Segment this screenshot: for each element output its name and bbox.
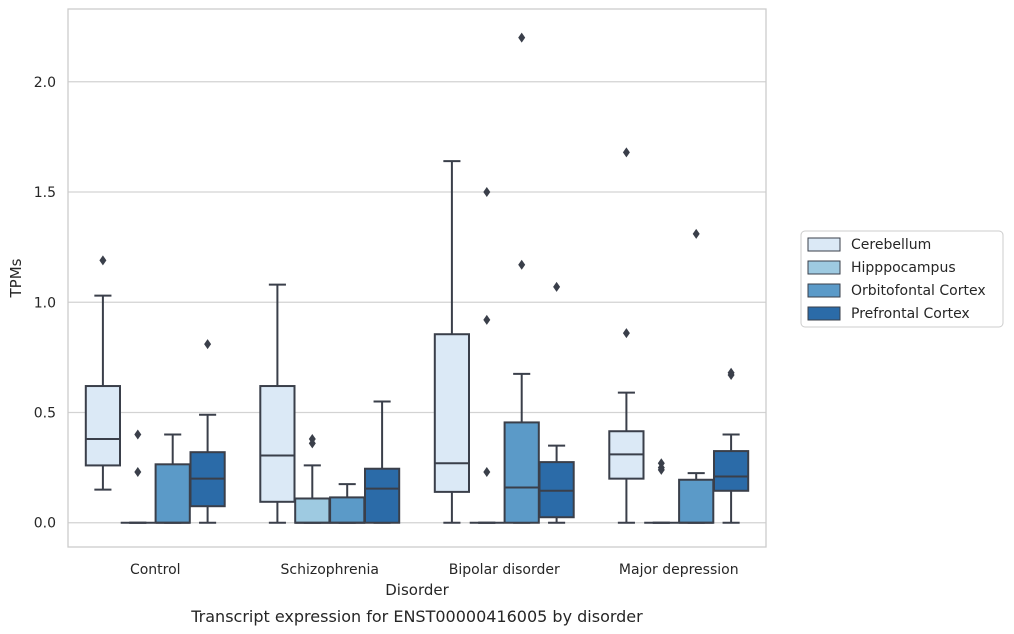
- x-tick-label: Schizophrenia: [281, 562, 379, 578]
- box: [469, 187, 504, 524]
- category-group: [84, 255, 226, 524]
- chart-caption: Transcript expression for ENST0000041600…: [190, 607, 643, 626]
- box: [363, 400, 401, 524]
- outlier-point: [553, 281, 561, 292]
- box: [503, 32, 540, 524]
- plot-frame: [67, 8, 767, 548]
- legend-swatch: [807, 260, 841, 275]
- outlier-point: [727, 367, 735, 378]
- box-body: [363, 467, 401, 524]
- legend-label: Orbitofontal Cortex: [851, 283, 986, 299]
- box-groups: [84, 32, 750, 524]
- box-body: [294, 497, 331, 524]
- x-tick-label: Control: [130, 562, 181, 578]
- category-group: [259, 283, 401, 524]
- x-axis-title: Disorder: [385, 581, 449, 599]
- box-body: [154, 463, 191, 524]
- y-tick-label: 2.0: [34, 75, 56, 91]
- box: [608, 147, 645, 524]
- outlier-point: [518, 259, 526, 270]
- legend-item: Orbitofontal Cortex: [807, 283, 986, 299]
- category-group: [433, 32, 575, 524]
- box: [538, 281, 575, 524]
- category-group: [608, 147, 750, 524]
- legend-label: Cerebellum: [851, 237, 931, 253]
- box: [329, 483, 366, 524]
- box: [644, 458, 679, 524]
- y-tick-labels: 0.0 0.5 1.0 1.5 2.0: [34, 75, 56, 532]
- outlier-point: [483, 187, 491, 198]
- x-tick-label: Major depression: [619, 562, 739, 578]
- box: [154, 433, 191, 524]
- legend-item: Prefrontal Cortex: [807, 306, 970, 322]
- box-body: [538, 461, 575, 519]
- legend-swatch: [807, 237, 841, 252]
- box: [678, 228, 715, 524]
- outlier-point: [134, 429, 142, 440]
- outlier-point: [657, 458, 665, 469]
- outlier-point: [692, 228, 700, 239]
- box-body: [329, 496, 366, 524]
- legend-swatch: [807, 283, 841, 298]
- box: [189, 339, 226, 524]
- outlier-point: [99, 255, 107, 266]
- box: [294, 433, 331, 524]
- box-body: [84, 385, 122, 467]
- box-body: [433, 333, 471, 493]
- outlier-point: [204, 339, 212, 350]
- outlier-point: [134, 467, 142, 478]
- legend-frame: [800, 230, 1004, 328]
- outlier-point: [518, 32, 526, 43]
- legend-swatch: [807, 306, 841, 321]
- box-body: [503, 421, 540, 524]
- y-tick-label: 1.5: [34, 185, 56, 201]
- outlier-point: [483, 314, 491, 325]
- legend-item: Cerebellum: [807, 237, 931, 253]
- box: [259, 283, 296, 524]
- box-body: [712, 450, 750, 492]
- outlier-point: [622, 328, 630, 339]
- box: [712, 367, 750, 524]
- box: [433, 160, 471, 524]
- y-axis-title: TPMs: [7, 258, 25, 298]
- outlier-point: [308, 433, 316, 444]
- outlier-point: [622, 147, 630, 158]
- x-tick-labels: Control Schizophrenia Bipolar disorder Majo…: [130, 562, 739, 578]
- y-tick-label: 1.0: [34, 295, 56, 311]
- box-body: [678, 478, 715, 524]
- box: [84, 255, 122, 491]
- outlier-point: [483, 467, 491, 478]
- y-tick-label: 0.0: [34, 516, 56, 532]
- legend-label: Hipppocampus: [851, 260, 956, 276]
- legend-item: Hipppocampus: [807, 260, 956, 276]
- x-tick-label: Bipolar disorder: [449, 562, 560, 578]
- box-body: [259, 385, 296, 503]
- y-tick-label: 0.5: [34, 406, 56, 422]
- legend: Cerebellum Hipppocampus Orbitofontal Corte…: [800, 230, 1004, 328]
- legend-label: Prefrontal Cortex: [851, 306, 970, 322]
- box: [120, 429, 155, 524]
